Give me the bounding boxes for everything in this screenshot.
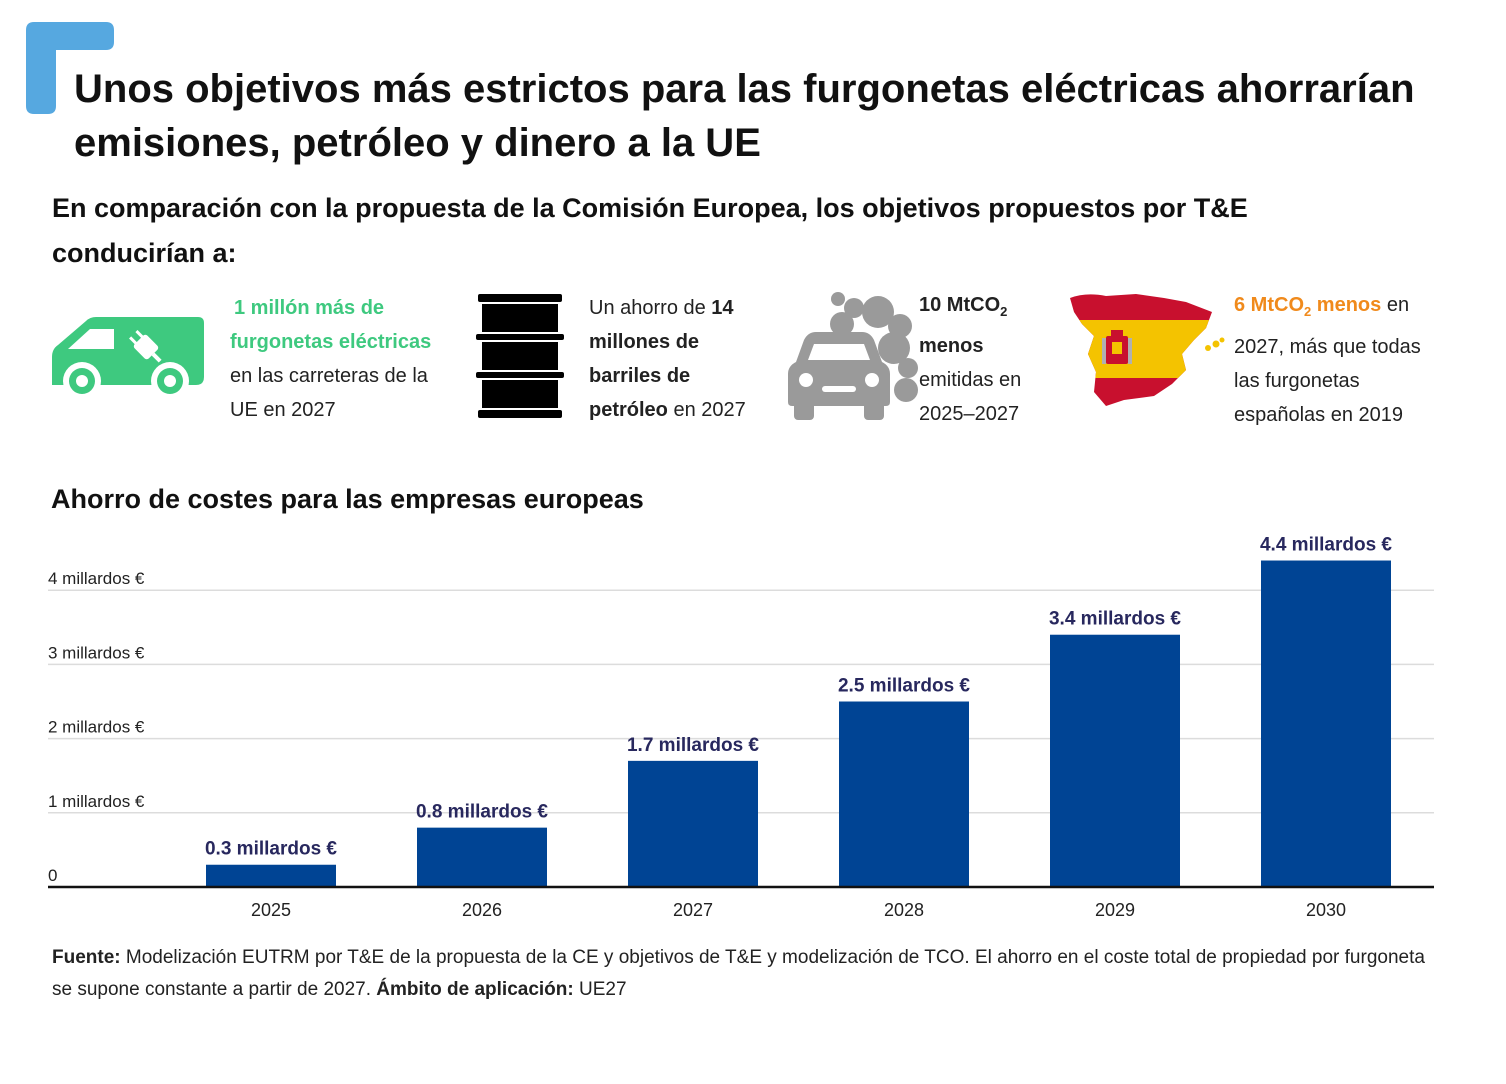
y-tick-label: 2 millardos €: [48, 718, 145, 737]
y-tick-label: 0: [48, 866, 57, 885]
spain-map-icon: [1070, 294, 1225, 406]
x-tick-label: 2030: [1306, 900, 1346, 920]
source-note: Fuente: Modelización EUTRM por T&E de la…: [52, 947, 1425, 1000]
x-tick-label: 2027: [673, 900, 713, 920]
bar: [417, 827, 547, 887]
data-label: 1.7 millardos €: [627, 735, 759, 756]
stat-oil-savings: Un ahorro de 14 millones de barriles de …: [589, 297, 746, 421]
data-label: 3.4 millardos €: [1049, 609, 1181, 630]
page-title: Unos objetivos más estrictos para las fu…: [74, 67, 1415, 165]
y-tick-label: 3 millardos €: [48, 643, 145, 662]
bar: [628, 760, 758, 887]
stat-electric-vans: 1 millón más de furgonetas eléctricas en…: [230, 297, 432, 421]
oil-barrel-icon: [476, 294, 564, 418]
data-label: 2.5 millardos €: [838, 676, 970, 697]
chart-title: Ahorro de costes para las empresas europ…: [51, 484, 644, 514]
stat-co2-avoided: 10 MtCO2 menos emitidas en 2025–2027: [919, 294, 1022, 425]
data-label: 0.8 millardos €: [416, 802, 548, 823]
x-tick-label: 2028: [884, 900, 924, 920]
x-tick-label: 2029: [1095, 900, 1135, 920]
corner-accent: [26, 22, 114, 114]
polluting-car-icon: [788, 292, 918, 420]
x-tick-label: 2026: [462, 900, 502, 920]
data-label: 0.3 millardos €: [205, 839, 337, 860]
y-tick-label: 1 millardos €: [48, 792, 145, 811]
bar-chart: 0 1 millardos € 2 millardos € 3 millardos €…: [48, 535, 1434, 920]
electric-van-icon: [52, 317, 204, 400]
bar: [1261, 560, 1391, 887]
bar: [1050, 634, 1180, 887]
page-subtitle: En comparación con la propuesta de la Co…: [52, 193, 1248, 268]
y-tick-label: 4 millardos €: [48, 569, 145, 588]
bar: [206, 864, 336, 887]
bar: [839, 701, 969, 887]
x-tick-label: 2025: [251, 900, 291, 920]
data-label: 4.4 millardos €: [1260, 535, 1392, 556]
stat-spain-comparison: 6 MtCO2 menos en 2027, más que todas las…: [1234, 294, 1421, 426]
